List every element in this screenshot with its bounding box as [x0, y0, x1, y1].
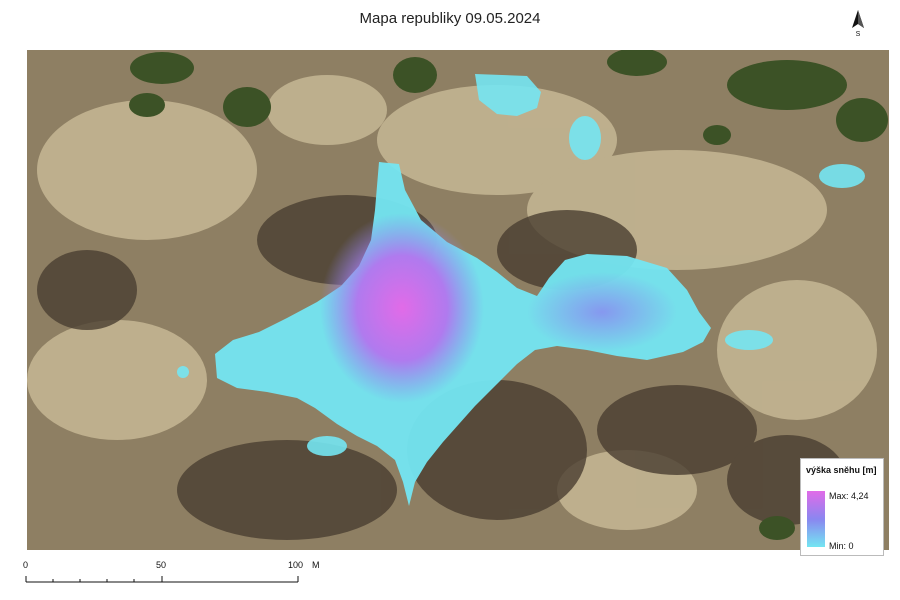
map-canvas[interactable]	[27, 50, 889, 550]
scale-ruler	[25, 576, 299, 583]
scale-bar: 0 50 100 M	[20, 560, 350, 590]
legend-max-label: Max: 4,24	[829, 491, 869, 501]
snow-peak-center	[320, 213, 484, 403]
snow-small-north	[569, 116, 601, 160]
snow-north-patch	[475, 74, 541, 116]
snow-west-dot	[177, 366, 189, 378]
north-arrow-label: S	[856, 31, 861, 38]
snow-far-east	[819, 164, 865, 188]
scale-label-0: 0	[23, 560, 29, 570]
snow-east-fragment	[725, 330, 773, 350]
legend-min-label: Min: 0	[829, 541, 854, 551]
snow-peak-east	[527, 272, 677, 352]
forest-patches	[129, 50, 888, 540]
map-title: Mapa republiky 09.05.2024	[359, 10, 541, 27]
legend-color-ramp	[807, 491, 825, 547]
legend: výška sněhu [m] Max: 4,24 Min: 0	[800, 458, 884, 556]
legend-title: výška sněhu [m]	[806, 465, 877, 475]
snow-southwest	[307, 436, 347, 456]
scale-unit: M	[312, 560, 320, 570]
north-arrow-icon: S	[852, 10, 864, 38]
snow-depth-layer	[177, 74, 865, 506]
scale-label-100: 100	[288, 560, 304, 570]
scale-label-50: 50	[156, 560, 167, 570]
